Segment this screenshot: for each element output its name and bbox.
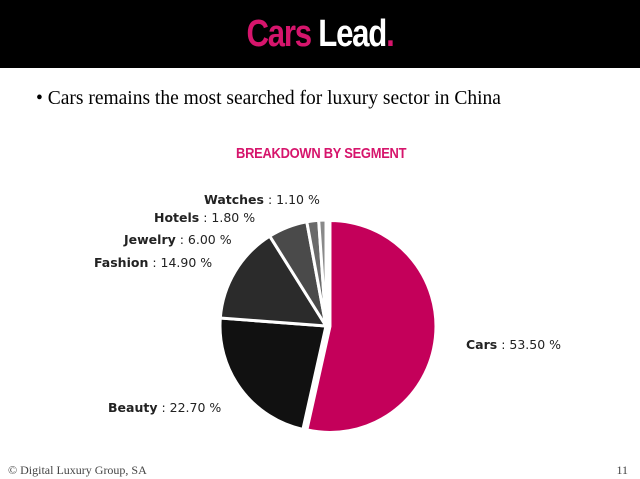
pie-slice-watches — [317, 218, 328, 328]
footer-copyright: © Digital Luxury Group, SA — [8, 463, 147, 477]
pie-label-name: Cars — [466, 337, 497, 352]
pie-label-name: Beauty — [108, 400, 157, 415]
pie-label-fashion: Fashion : 14.90 % — [94, 255, 212, 270]
pie-label-value: : 53.50 % — [497, 337, 561, 352]
pie-slice-cars — [305, 218, 438, 434]
pie-label-value: : 6.00 % — [176, 232, 232, 247]
pie-label-name: Jewelry — [123, 232, 176, 247]
pie-label-name: Fashion — [94, 255, 148, 270]
title-part-lead: Lead — [318, 13, 387, 55]
header-bar: Cars Lead. — [0, 0, 640, 68]
bullet-point: • Cars remains the most searched for lux… — [36, 88, 501, 110]
pie-label-watches: Watches : 1.10 % — [204, 192, 320, 207]
pie-label-value: : 1.80 % — [199, 210, 255, 225]
title-dot: . — [386, 13, 395, 55]
pie-label-name: Hotels — [154, 210, 199, 225]
pie-label-jewelry: Jewelry : 6.00 % — [123, 232, 232, 247]
pie-slice-fashion — [218, 234, 328, 328]
bullet-symbol: • — [36, 88, 43, 109]
pie-label-value: : 22.70 % — [157, 400, 221, 415]
page-number: 11 — [616, 463, 628, 477]
pie-slice-beauty — [218, 316, 328, 431]
chart-title: BREAKDOWN BY SEGMENT — [236, 145, 407, 162]
pie-label-name: Watches — [204, 192, 264, 207]
pie-label-hotels: Hotels : 1.80 % — [154, 210, 255, 225]
bullet-text: Cars remains the most searched for luxur… — [47, 88, 501, 109]
slide-title: Cars Lead. — [58, 10, 583, 58]
pie-label-value: : 14.90 % — [148, 255, 212, 270]
pie-label-beauty: Beauty : 22.70 % — [108, 400, 221, 415]
title-part-cars: Cars — [246, 13, 312, 55]
pie-label-cars: Cars : 53.50 % — [466, 337, 561, 352]
pie-label-value: : 1.10 % — [264, 192, 320, 207]
